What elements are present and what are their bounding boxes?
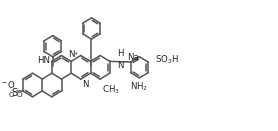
Text: CH$_3$: CH$_3$ xyxy=(102,83,120,96)
Text: N: N xyxy=(83,80,89,89)
Text: HN: HN xyxy=(37,56,50,65)
Text: SO$_3$H: SO$_3$H xyxy=(155,54,179,66)
Text: H: H xyxy=(117,49,123,58)
Text: O: O xyxy=(16,92,22,98)
Text: NH$_2$: NH$_2$ xyxy=(130,80,148,93)
Text: N: N xyxy=(117,61,123,70)
Text: $^-$O: $^-$O xyxy=(0,79,16,90)
Text: O: O xyxy=(8,92,14,98)
Text: S: S xyxy=(12,88,18,98)
Text: $^+$: $^+$ xyxy=(72,52,79,58)
Text: Na: Na xyxy=(127,53,138,62)
Text: N: N xyxy=(68,50,75,59)
